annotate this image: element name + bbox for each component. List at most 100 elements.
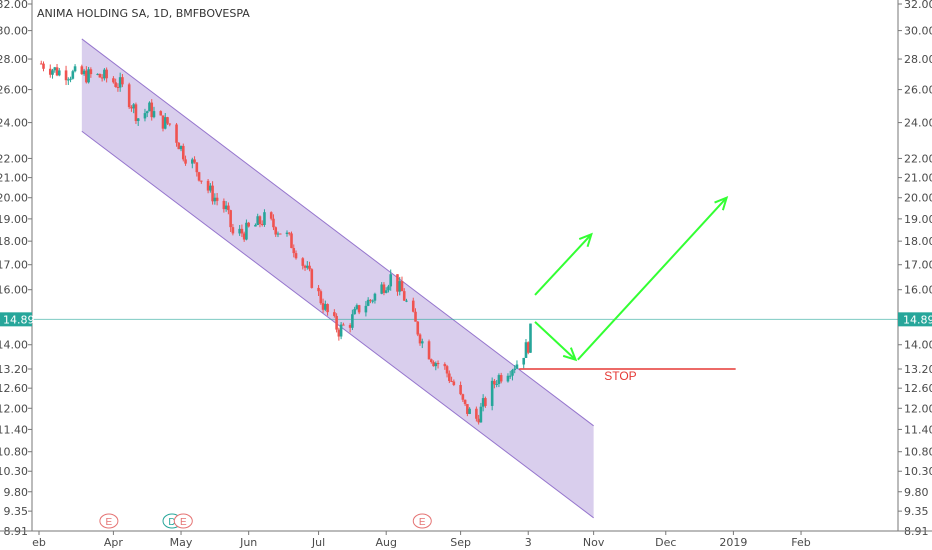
candle-body	[191, 159, 194, 164]
event-marker	[99, 513, 119, 529]
regression-channel	[81, 38, 594, 518]
left-price-tag	[0, 312, 32, 327]
candle-body	[513, 368, 517, 371]
y-tick-label: 20.00	[0, 192, 28, 205]
candle-body	[475, 408, 478, 419]
candle-body	[274, 227, 278, 235]
candle-body	[427, 341, 431, 360]
y-tick-label: 16.00	[0, 284, 28, 297]
candle-body	[364, 305, 368, 313]
candle-body	[103, 69, 106, 79]
candle-body	[411, 300, 415, 312]
y-tick-label: 24.00	[904, 117, 932, 130]
candle-body	[292, 248, 296, 254]
candle-body	[459, 384, 462, 395]
y-tick-label: 13.20	[0, 363, 28, 376]
x-tick-label: Apr	[104, 536, 124, 549]
candle-body	[181, 145, 185, 160]
y-tick-label: 32.00	[904, 0, 932, 11]
candle-body	[526, 342, 530, 353]
candle-body	[303, 265, 307, 268]
y-tick-label: 16.00	[904, 284, 932, 297]
x-tick-label: Dec	[655, 536, 676, 549]
y-tick-label: 10.30	[0, 465, 28, 478]
y-tick-label: 28.00	[904, 53, 932, 66]
candle-body	[263, 212, 266, 225]
y-tick-label: 24.00	[0, 117, 28, 130]
projection-arrow-line	[534, 321, 577, 361]
candle-body	[51, 70, 54, 75]
candle-body	[461, 394, 465, 400]
candle-body	[127, 84, 131, 108]
candle-body	[319, 291, 323, 304]
candle-body	[310, 269, 314, 288]
candle-body	[130, 107, 133, 109]
time-axis: eb Apr May Jun Jul Aug Sep 3 Nov Dec 2019 Feb	[0, 530, 932, 549]
y-tick-label: 12.60	[0, 382, 28, 395]
candle-body	[73, 66, 77, 72]
y-tick-label: 30.00	[904, 25, 932, 38]
candle-body	[245, 222, 248, 240]
channel-upper-line	[81, 38, 594, 427]
projection-arrow-head	[562, 347, 578, 362]
candle-body	[231, 227, 235, 234]
y-tick-label: 22.00	[904, 152, 932, 165]
candle-body	[229, 210, 232, 228]
candle-body	[215, 197, 219, 201]
candle-body	[466, 404, 469, 414]
y-tick-label: 12.60	[904, 382, 932, 395]
candle-body	[55, 67, 59, 76]
y-tick-label: 18.00	[904, 235, 932, 248]
y-tick-label: 30.00	[0, 25, 28, 38]
candle-body	[484, 398, 487, 406]
y-tick-label: 22.00	[0, 152, 28, 165]
candle-body	[195, 162, 199, 173]
y-tick-label: 10.80	[0, 446, 28, 459]
x-tick-label: 3	[525, 536, 532, 549]
candle-body	[269, 212, 273, 219]
x-tick-label: Jul	[311, 536, 325, 549]
candle-body	[145, 111, 149, 114]
candle-body	[96, 73, 99, 75]
candle-body	[477, 418, 480, 423]
candle-body	[450, 380, 453, 382]
candle-body	[434, 363, 438, 367]
candle-body	[39, 63, 43, 65]
x-tick-label: May	[170, 536, 193, 549]
y-tick-label: 17.00	[0, 259, 28, 272]
candle-body	[98, 73, 102, 78]
y-tick-label: 9.80	[4, 486, 29, 499]
candle-body	[213, 197, 217, 202]
candle-body	[211, 185, 214, 202]
y-tick-label: 10.80	[904, 446, 932, 459]
candle-body	[317, 287, 320, 292]
candle-body	[71, 71, 75, 79]
candle-body	[420, 341, 424, 344]
candle-body	[308, 265, 311, 270]
left-price-tag-label: 14.89	[3, 313, 35, 326]
candle-body	[342, 324, 345, 326]
y-tick-label: 10.30	[904, 465, 932, 478]
candle-body	[337, 329, 341, 337]
candle-body	[200, 180, 203, 182]
candle-body	[326, 304, 329, 313]
candle-body	[53, 67, 57, 71]
y-tick-label: 9.35	[4, 505, 29, 518]
candle-body	[197, 172, 201, 181]
candle-body	[82, 70, 86, 75]
candle-body	[402, 291, 406, 301]
y-tick-label: 14.00	[0, 339, 28, 352]
candle-body	[118, 77, 122, 88]
y-tick-label: 20.00	[904, 192, 932, 205]
candle-body	[278, 233, 282, 235]
candle-body	[193, 159, 196, 163]
candle-body	[276, 233, 280, 235]
candle-body	[179, 145, 183, 150]
candle-body	[114, 82, 117, 87]
candle-body	[405, 300, 408, 302]
y-tick-label: 9.35	[904, 505, 929, 518]
candle-body	[396, 274, 399, 292]
candle-body	[121, 77, 124, 85]
